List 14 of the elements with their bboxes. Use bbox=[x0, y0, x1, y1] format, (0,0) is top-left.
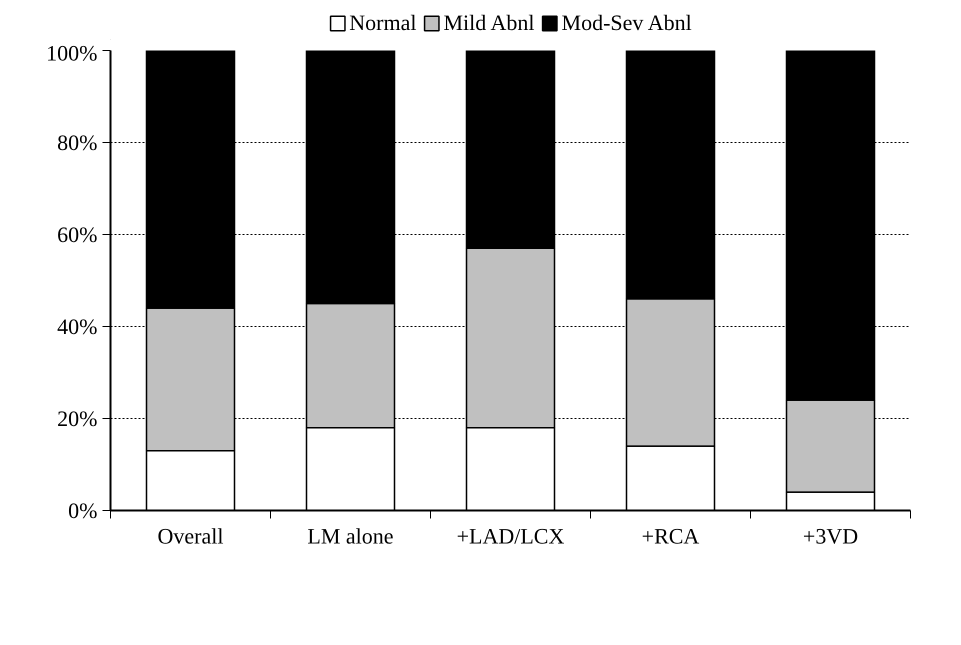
y-tick-label: 80% bbox=[57, 130, 98, 155]
y-tick-label: 0% bbox=[68, 498, 98, 523]
legend-label: Normal bbox=[349, 10, 416, 36]
y-tick-label: 60% bbox=[57, 222, 98, 247]
legend-label: Mild Abnl bbox=[443, 10, 535, 36]
y-tick-label: 100% bbox=[46, 40, 98, 66]
x-tick-label: LM alone bbox=[307, 524, 394, 548]
y-tick-label: 40% bbox=[57, 314, 98, 339]
x-tick-label: +LAD/LCX bbox=[456, 524, 564, 548]
x-tick-label: +RCA bbox=[642, 524, 700, 548]
legend-label: Mod-Sev Abnl bbox=[562, 10, 692, 36]
x-tick-label: Overall bbox=[158, 524, 224, 548]
x-tick-label: +3VD bbox=[802, 524, 858, 548]
y-tick-label: 20% bbox=[57, 406, 98, 431]
